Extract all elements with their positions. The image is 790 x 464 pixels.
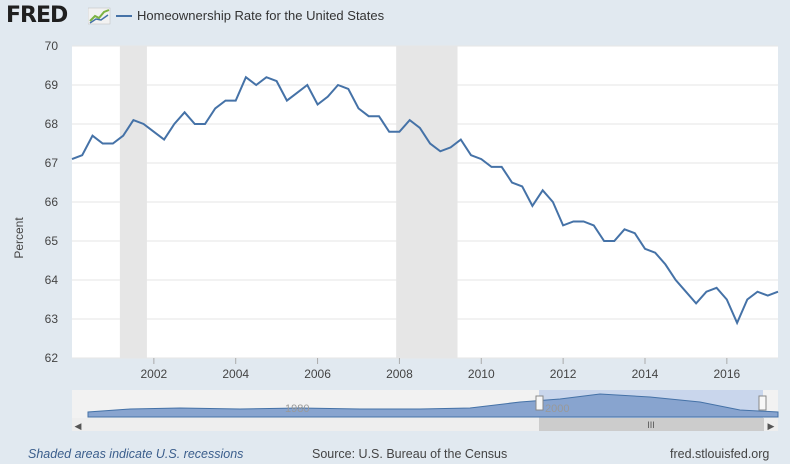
navigator-label-start: 1980 bbox=[285, 403, 309, 415]
scroll-right-arrow[interactable]: ▶ bbox=[768, 421, 775, 431]
series-line[interactable] bbox=[71, 75, 779, 326]
y-tick-label: 70 bbox=[45, 39, 59, 53]
x-tick-label: 2012 bbox=[550, 367, 577, 381]
y-tick-label: 62 bbox=[45, 351, 59, 365]
y-axis-label: Percent bbox=[12, 217, 26, 259]
chart-header: FRED Homeownership Rate for the United S… bbox=[0, 0, 790, 36]
x-tick-label: 2016 bbox=[713, 367, 740, 381]
x-tick-label: 2006 bbox=[304, 367, 331, 381]
x-tick-label: 2008 bbox=[386, 367, 413, 381]
scrollbar-thumb[interactable] bbox=[539, 418, 764, 431]
y-tick-label: 66 bbox=[45, 195, 59, 209]
source-note: Source: U.S. Bureau of the Census bbox=[312, 447, 508, 461]
chart-line-icon bbox=[88, 7, 111, 25]
legend-label: Homeownership Rate for the United States bbox=[137, 8, 385, 23]
x-tick-label: 2004 bbox=[222, 367, 249, 381]
y-tick-label: 67 bbox=[45, 156, 59, 170]
y-tick-label: 68 bbox=[45, 117, 59, 131]
y-tick-label: 65 bbox=[45, 234, 59, 248]
y-axis: 62 63 64 65 66 67 68 69 70 bbox=[45, 39, 59, 365]
recession-note: Shaded areas indicate U.S. recessions bbox=[28, 447, 244, 461]
grid-lines bbox=[72, 45, 778, 359]
y-tick-label: 64 bbox=[45, 273, 59, 287]
scroll-left-arrow[interactable]: ◀ bbox=[75, 421, 82, 431]
fred-logo[interactable]: FRED bbox=[6, 3, 68, 28]
x-tick-label: 2010 bbox=[468, 367, 495, 381]
x-tick-label: 2014 bbox=[632, 367, 659, 381]
y-tick-label: 63 bbox=[45, 312, 59, 326]
y-tick-label: 69 bbox=[45, 78, 59, 92]
range-navigator[interactable]: 1980 2000 III ◀ ▶ bbox=[0, 390, 790, 434]
scrollbar-grip: III bbox=[647, 420, 655, 430]
site-link[interactable]: fred.stlouisfed.org bbox=[670, 447, 770, 461]
navigator-handle-left[interactable] bbox=[535, 395, 544, 411]
navigator-label-end: 2000 bbox=[545, 403, 569, 415]
navigator-series bbox=[87, 393, 779, 418]
legend-swatch bbox=[116, 15, 132, 17]
x-axis: 2002 2004 2006 2008 2010 2012 2014 2016 bbox=[141, 358, 741, 381]
x-tick-label: 2002 bbox=[141, 367, 168, 381]
navigator-handle-right[interactable] bbox=[758, 395, 767, 411]
